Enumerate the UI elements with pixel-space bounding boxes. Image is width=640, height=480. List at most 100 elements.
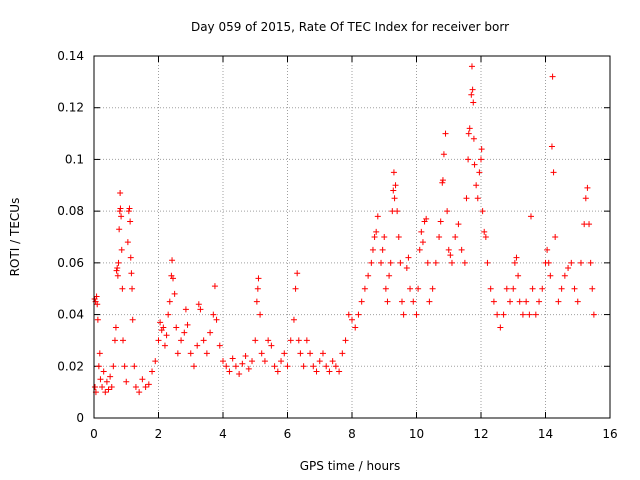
data-point	[394, 208, 401, 215]
data-point	[544, 246, 551, 253]
y-tick-label: 0.1	[65, 152, 84, 166]
data-point	[384, 298, 391, 305]
data-point	[470, 99, 477, 106]
data-point	[220, 358, 226, 365]
data-point	[255, 275, 262, 282]
data-point	[552, 234, 559, 240]
data-point	[292, 285, 299, 292]
data-point	[99, 383, 106, 390]
data-point	[118, 246, 125, 253]
data-point	[96, 350, 103, 357]
data-point	[589, 285, 596, 292]
data-point	[100, 368, 107, 375]
data-point	[419, 239, 426, 246]
data-point	[426, 298, 433, 305]
data-point	[400, 311, 407, 318]
data-point	[132, 383, 139, 390]
data-point	[197, 306, 204, 313]
data-point	[436, 234, 443, 240]
chart-grid	[94, 56, 610, 418]
data-point	[226, 368, 233, 375]
data-point	[245, 365, 252, 372]
data-point	[203, 350, 210, 357]
data-point	[536, 298, 543, 305]
data-point	[461, 259, 468, 266]
data-point	[519, 311, 526, 318]
data-point	[361, 285, 368, 292]
data-point	[407, 285, 414, 292]
data-point	[190, 363, 197, 370]
data-point	[469, 86, 476, 93]
data-point	[584, 184, 591, 191]
data-point	[157, 319, 164, 326]
plot-frame	[93, 55, 611, 419]
data-point	[468, 63, 475, 70]
data-point	[442, 130, 449, 137]
data-point	[515, 272, 522, 279]
x-tick-label: 8	[348, 427, 356, 441]
data-point	[345, 311, 352, 318]
x-tick-label: 4	[219, 427, 227, 441]
data-point	[470, 135, 477, 142]
data-point	[117, 205, 124, 212]
data-point	[429, 285, 436, 292]
data-point	[378, 259, 385, 266]
data-point	[497, 324, 504, 331]
data-point	[297, 350, 304, 357]
data-point	[184, 321, 191, 328]
data-point	[513, 254, 520, 261]
y-tick-label: 0.14	[57, 49, 84, 63]
data-point	[478, 146, 485, 153]
data-point	[523, 298, 530, 305]
data-point	[482, 234, 489, 240]
data-point	[171, 290, 178, 297]
data-point	[295, 337, 302, 344]
data-point	[332, 363, 339, 370]
x-tick-label: 0	[90, 427, 98, 441]
scatter-points	[91, 63, 597, 396]
data-point	[510, 285, 517, 292]
data-point	[476, 169, 483, 176]
data-point	[152, 358, 159, 365]
data-point	[391, 195, 398, 202]
data-point	[113, 267, 120, 274]
data-point	[145, 381, 152, 388]
data-point	[516, 298, 523, 305]
data-point	[274, 368, 281, 375]
data-point	[161, 342, 168, 349]
x-tick-label: 10	[409, 427, 424, 441]
data-point	[102, 389, 109, 396]
y-tick-label: 0.02	[57, 359, 84, 373]
data-point	[586, 221, 593, 228]
data-point	[173, 324, 180, 331]
data-point	[242, 352, 249, 359]
data-point	[494, 311, 501, 318]
data-point	[381, 234, 388, 240]
data-point	[170, 275, 177, 282]
data-point	[93, 293, 100, 300]
data-point	[271, 363, 278, 370]
data-point	[368, 259, 375, 266]
data-point	[127, 254, 134, 261]
data-point	[187, 350, 194, 357]
data-point	[432, 259, 439, 266]
data-point	[355, 311, 362, 318]
data-point	[440, 151, 447, 158]
data-point	[529, 285, 536, 292]
data-point	[527, 213, 534, 220]
data-point	[268, 342, 275, 349]
data-point	[371, 234, 378, 240]
data-point	[166, 298, 173, 305]
data-point	[365, 272, 372, 279]
data-point	[561, 272, 568, 279]
data-point	[349, 316, 355, 323]
data-point	[503, 285, 510, 292]
data-point	[415, 285, 422, 292]
data-point	[94, 316, 101, 323]
data-point	[239, 360, 246, 367]
data-point	[155, 337, 162, 344]
data-point	[115, 259, 122, 266]
data-point	[200, 337, 207, 344]
data-point	[423, 215, 430, 222]
data-point	[316, 358, 323, 365]
